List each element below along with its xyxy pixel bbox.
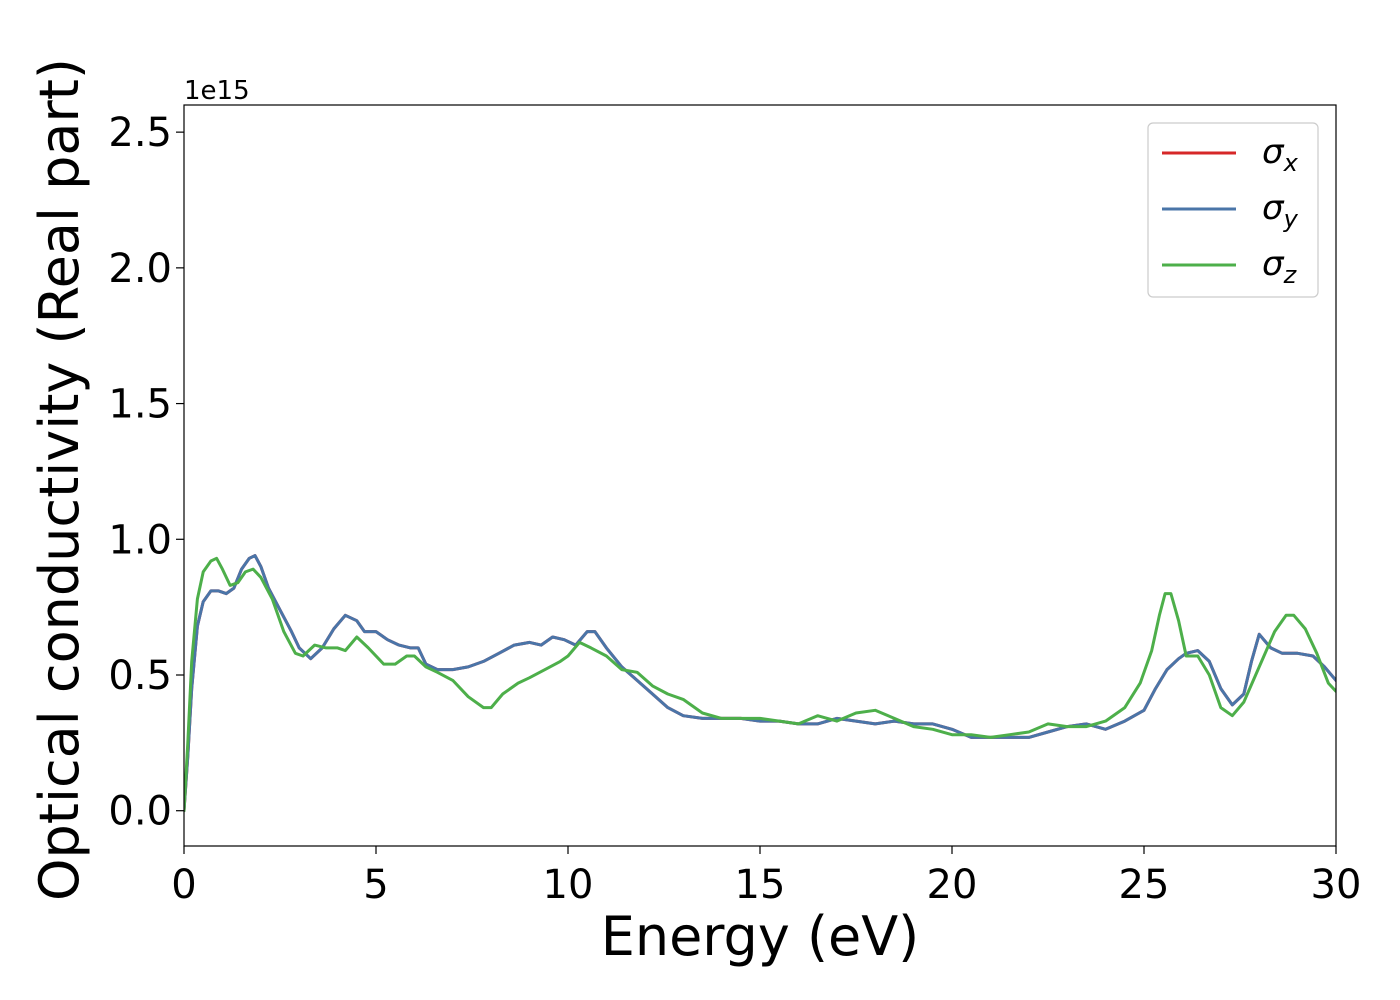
x-tick-label: 15 — [735, 862, 786, 908]
x-tick-label: 20 — [927, 862, 978, 908]
y-axis-title: Optical conductivity (Real part) — [28, 58, 91, 901]
x-tick-label: 25 — [1119, 862, 1170, 908]
y-tick-label: 0.5 — [108, 653, 172, 699]
x-tick-label: 0 — [171, 862, 196, 908]
x-axis-title: Energy (eV) — [601, 905, 920, 968]
y-offset-text: 1e15 — [184, 76, 250, 106]
x-tick-label: 30 — [1311, 862, 1362, 908]
y-tick-label: 1.0 — [108, 517, 172, 563]
series-line-z — [184, 556, 1336, 813]
y-tick-label: 2.0 — [108, 246, 172, 292]
y-axis-ticks: 0.0 0.5 1.0 1.5 2.0 2.5 — [108, 110, 184, 835]
y-tick-label: 2.5 — [108, 110, 172, 156]
x-tick-label: 10 — [543, 862, 594, 908]
x-tick-label: 5 — [363, 862, 388, 908]
y-tick-label: 0.0 — [108, 789, 172, 835]
y-tick-label: 1.5 — [108, 382, 172, 428]
series-line-y — [184, 554, 1336, 813]
x-axis-ticks: 0 5 10 15 20 25 30 — [171, 846, 1361, 908]
series-layer — [184, 554, 1336, 813]
